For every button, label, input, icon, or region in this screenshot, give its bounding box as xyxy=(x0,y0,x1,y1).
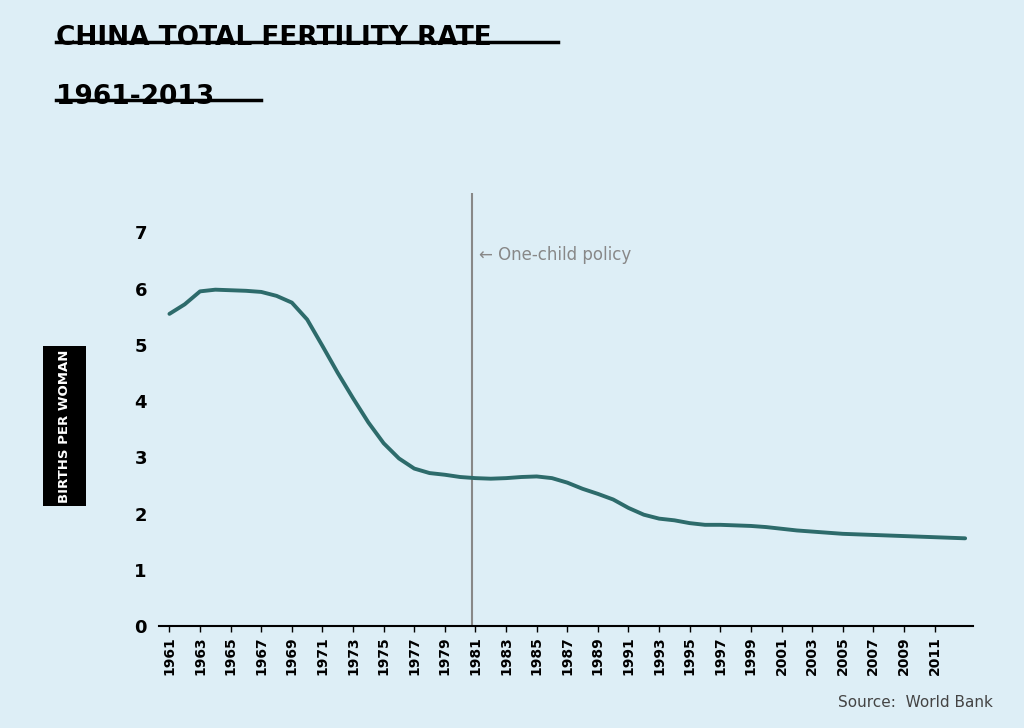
Text: CHINA TOTAL FERTILITY RATE: CHINA TOTAL FERTILITY RATE xyxy=(56,25,493,52)
Text: Source:  World Bank: Source: World Bank xyxy=(839,695,993,710)
Text: 1961-2013: 1961-2013 xyxy=(56,84,215,110)
Text: ← One-child policy: ← One-child policy xyxy=(478,246,631,264)
Text: BIRTHS PER WOMAN: BIRTHS PER WOMAN xyxy=(58,349,71,502)
